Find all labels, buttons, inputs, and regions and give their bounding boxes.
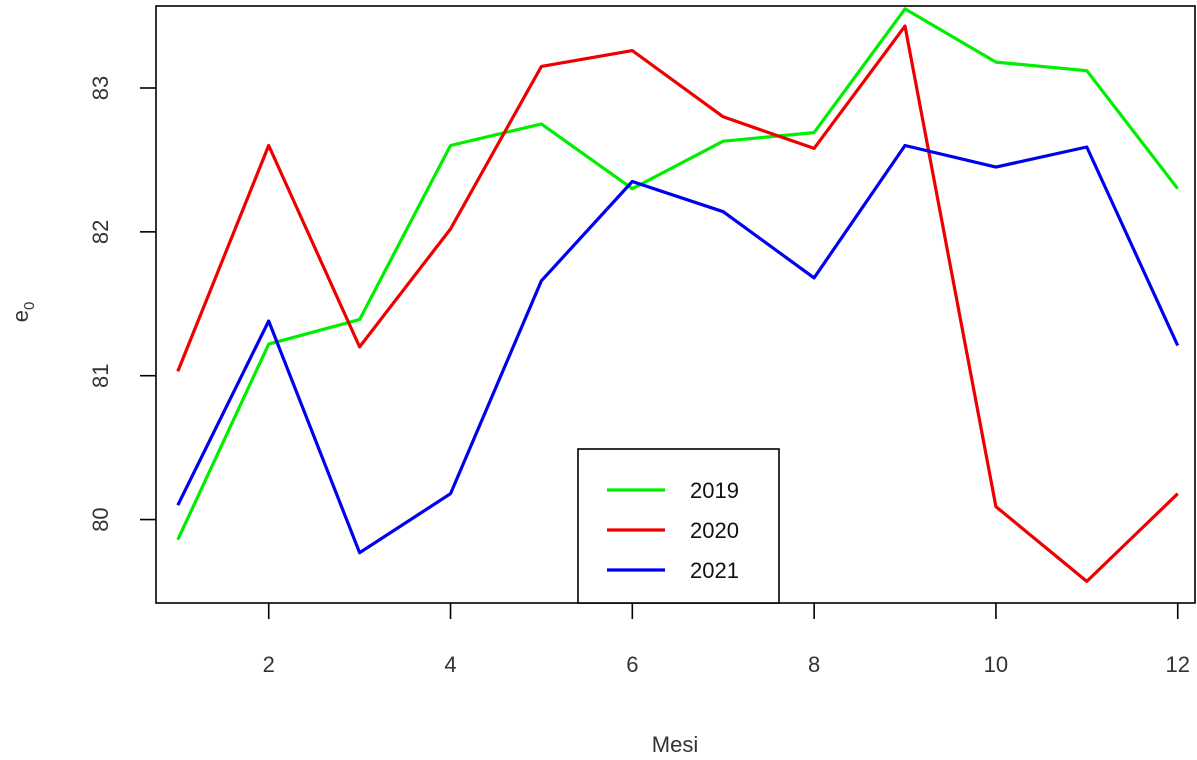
x-axis: 2 4 6 8 10 12 <box>263 603 1190 677</box>
x-tick-label: 10 <box>984 652 1008 677</box>
series-line-2021 <box>176 143 1180 555</box>
series-layer <box>176 7 1180 584</box>
series-line-2019 <box>176 7 1179 541</box>
legend-label-2020: 2020 <box>690 518 739 543</box>
x-tick-label: 2 <box>263 652 275 677</box>
y-tick-label: 82 <box>88 220 113 244</box>
x-tick-label: 4 <box>444 652 456 677</box>
y-tick-label: 83 <box>88 76 113 100</box>
legend: 2019 2020 2021 <box>577 448 780 604</box>
y-axis: 80 81 82 83 <box>88 76 156 532</box>
y-tick-label: 81 <box>88 363 113 387</box>
legend-label-2021: 2021 <box>690 558 739 583</box>
y-axis-title: e0 <box>8 302 38 323</box>
legend-box <box>577 448 780 604</box>
x-axis-title: Mesi <box>652 732 698 757</box>
x-tick-label: 8 <box>808 652 820 677</box>
y-axis-title-main: e <box>8 310 33 322</box>
y-axis-title-subscript: 0 <box>21 302 38 310</box>
x-tick-label: 12 <box>1165 652 1189 677</box>
x-tick-label: 6 <box>626 652 638 677</box>
y-tick-label: 80 <box>88 507 113 531</box>
svg-text:e0: e0 <box>8 302 38 323</box>
series-line-2020 <box>176 24 1179 584</box>
legend-label-2019: 2019 <box>690 478 739 503</box>
